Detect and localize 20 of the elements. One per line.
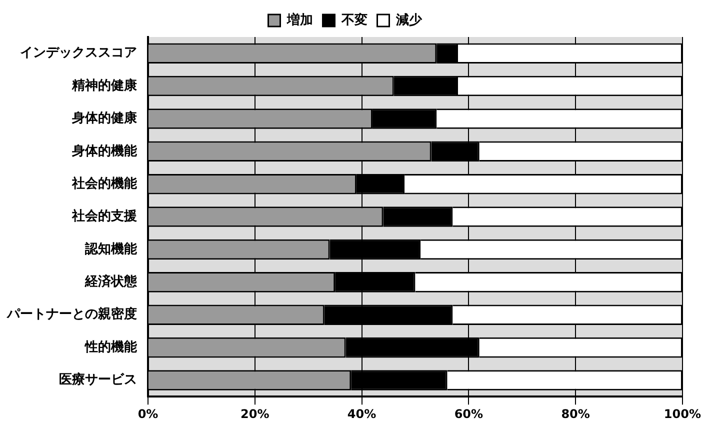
x-tick-label: 40%	[347, 406, 376, 421]
y-tick-label: 医療サービス	[59, 372, 137, 388]
y-tick-label: パートナーとの親密度	[6, 306, 137, 322]
y-tick-label: 身体的機能	[71, 142, 138, 159]
x-tick-label: 20%	[240, 406, 270, 421]
y-tick-label: 身体的健康	[71, 110, 138, 126]
legend-label: 減少	[394, 12, 423, 28]
y-tick-label: 認知機能	[84, 240, 138, 257]
y-tick-label: 経済状態	[84, 274, 138, 290]
y-tick-label: 精神的健康	[71, 77, 138, 94]
y-tick-label: 社会的機能	[71, 175, 138, 192]
x-tick-label: 80%	[561, 406, 590, 421]
x-tick-label: 0%	[138, 406, 158, 421]
legend-label: 不変	[340, 12, 368, 28]
y-tick-label: インデックススコア	[20, 46, 137, 61]
y-tick-label: 社会的支援	[71, 208, 137, 224]
x-tick-label: 60%	[454, 406, 484, 421]
legend-label: 増加	[286, 12, 313, 28]
y-tick-label: 性的機能	[84, 338, 138, 355]
x-tick-label: 100%	[664, 406, 702, 421]
